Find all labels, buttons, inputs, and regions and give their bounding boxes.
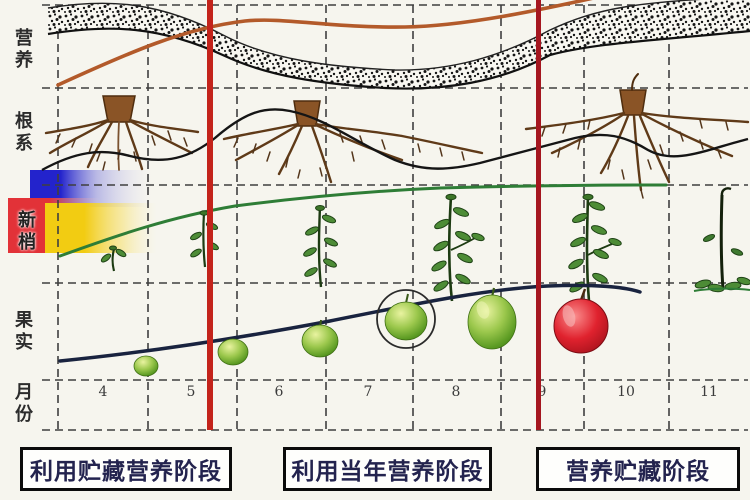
- apple-red: [553, 288, 609, 354]
- plant-tall-1: [431, 193, 485, 302]
- plant-medium: [303, 205, 339, 288]
- root-activity-curve: [41, 108, 749, 172]
- plant-tall-2: [568, 193, 622, 302]
- stored-nutrient-band: [47, 0, 750, 90]
- stage-box-stored-nutrition: 利用贮藏营养阶段: [20, 447, 232, 491]
- apple-tiny: [133, 355, 159, 377]
- root-system-illustration: [44, 73, 750, 199]
- plant-defoliated: [693, 187, 750, 293]
- stage-divider-line-left: [207, 0, 213, 430]
- fruit-growth-curve: [58, 283, 642, 363]
- apple-medium: [301, 319, 339, 358]
- apple-growth-illustration: [133, 287, 609, 377]
- apple-large-green: [467, 287, 517, 350]
- plant-small: [190, 210, 219, 268]
- plant-sprout: [100, 245, 127, 272]
- stage-box-nutrition-storage: 营养贮藏阶段: [536, 447, 740, 491]
- apple-circled: [376, 289, 436, 349]
- apple-small: [217, 338, 249, 366]
- nutrition-curve: [56, 0, 593, 87]
- legend-color-blocks: [8, 170, 157, 253]
- shoot-plants-illustration: [100, 187, 750, 302]
- stage-box-current-nutrition: 利用当年营养阶段: [283, 447, 492, 491]
- shoot-growth-curve: [58, 183, 668, 258]
- stage-divider-line-right: [536, 0, 541, 430]
